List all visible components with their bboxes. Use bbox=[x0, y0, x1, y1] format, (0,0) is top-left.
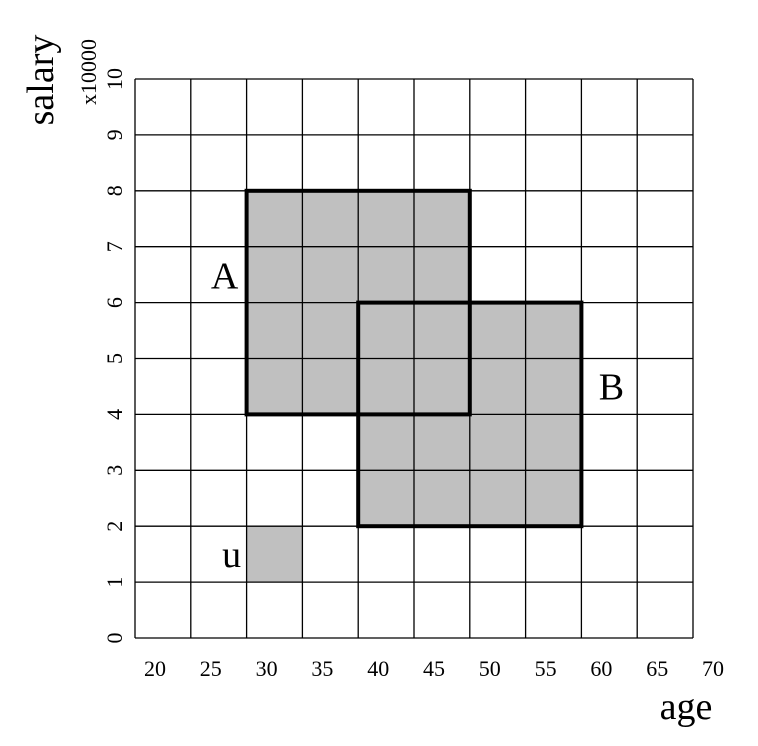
x-tick-label: 30 bbox=[256, 656, 278, 681]
point-u-label: u bbox=[222, 534, 241, 576]
fill-u bbox=[246, 526, 303, 583]
region-outlines bbox=[244, 188, 584, 529]
x-tick-label: 65 bbox=[646, 656, 668, 681]
y-tick-label: 5 bbox=[102, 353, 127, 364]
y-tick-label: 9 bbox=[102, 129, 127, 140]
x-tick-labels: 20 25 30 35 40 45 50 55 60 65 70 bbox=[144, 656, 724, 681]
y-tick-label: 10 bbox=[102, 68, 127, 90]
y-axis-title: salary bbox=[20, 35, 62, 126]
x-tick-label: 55 bbox=[535, 656, 557, 681]
y-tick-label: 4 bbox=[102, 409, 127, 420]
y-tick-label: 7 bbox=[102, 241, 127, 252]
x-axis-title: age bbox=[660, 686, 713, 728]
y-tick-label: 0 bbox=[102, 633, 127, 644]
x-tick-label: 20 bbox=[144, 656, 166, 681]
y-tick-label: 3 bbox=[102, 465, 127, 476]
x-tick-label: 25 bbox=[200, 656, 222, 681]
y-tick-label: 8 bbox=[102, 185, 127, 196]
x-tick-label: 45 bbox=[423, 656, 445, 681]
x-tick-label: 40 bbox=[367, 656, 389, 681]
region-b-label: B bbox=[599, 366, 624, 408]
y-tick-label: 6 bbox=[102, 297, 127, 308]
y-axis-unit: x10000 bbox=[76, 39, 101, 105]
y-tick-label: 1 bbox=[102, 577, 127, 588]
x-tick-label: 35 bbox=[311, 656, 333, 681]
x-tick-label: 50 bbox=[479, 656, 501, 681]
y-tick-labels: 0 1 2 3 4 5 6 7 8 9 10 bbox=[102, 68, 127, 644]
grid-lines bbox=[134, 78, 694, 639]
region-a-label: A bbox=[211, 256, 239, 298]
y-tick-label: 2 bbox=[102, 521, 127, 532]
outline-b bbox=[356, 300, 584, 529]
x-tick-label: 70 bbox=[702, 656, 724, 681]
x-tick-label: 60 bbox=[590, 656, 612, 681]
